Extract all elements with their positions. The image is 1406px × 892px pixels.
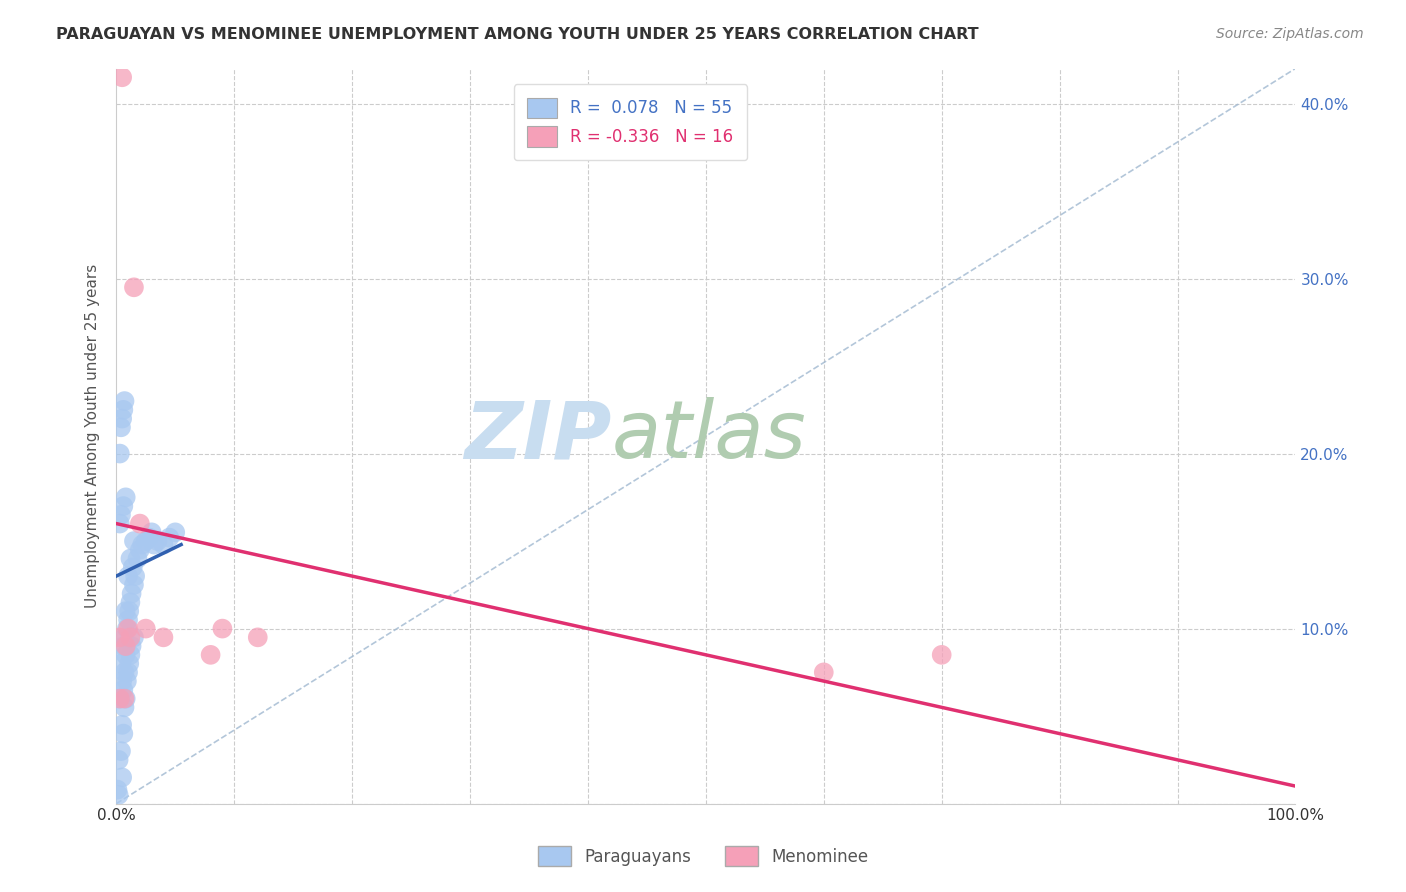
Point <box>120 551 142 566</box>
Point <box>135 534 157 549</box>
Point <box>110 508 132 522</box>
Point <box>112 402 135 417</box>
Point <box>112 726 135 740</box>
Point <box>135 622 157 636</box>
Point <box>200 648 222 662</box>
Point <box>107 753 129 767</box>
Point <box>124 569 146 583</box>
Point <box>120 648 142 662</box>
Point <box>120 595 142 609</box>
Point <box>165 525 187 540</box>
Point <box>117 622 139 636</box>
Point <box>114 394 136 409</box>
Point <box>112 682 135 697</box>
Point <box>813 665 835 680</box>
Point <box>931 648 953 662</box>
Point <box>107 782 129 797</box>
Point <box>122 578 145 592</box>
Point <box>127 551 149 566</box>
Point <box>117 569 139 583</box>
Point <box>157 531 180 545</box>
Legend: R =  0.078   N = 55, R = -0.336   N = 16: R = 0.078 N = 55, R = -0.336 N = 16 <box>513 84 747 160</box>
Legend: Paraguayans, Menominee: Paraguayans, Menominee <box>529 838 877 875</box>
Point <box>112 639 135 653</box>
Point <box>114 691 136 706</box>
Point <box>118 604 141 618</box>
Point <box>115 674 138 689</box>
Point <box>152 538 174 552</box>
Point <box>111 411 134 425</box>
Point <box>108 446 131 460</box>
Point <box>143 538 166 552</box>
Point <box>120 631 142 645</box>
Point <box>128 516 150 531</box>
Point <box>114 631 136 645</box>
Y-axis label: Unemployment Among Youth under 25 years: Unemployment Among Youth under 25 years <box>86 264 100 608</box>
Point <box>118 657 141 671</box>
Point <box>138 531 160 545</box>
Point <box>110 420 132 434</box>
Point <box>114 700 136 714</box>
Point <box>114 491 136 505</box>
Point <box>152 631 174 645</box>
Point <box>141 525 163 540</box>
Point <box>114 691 136 706</box>
Point <box>121 586 143 600</box>
Point <box>108 691 131 706</box>
Point <box>131 538 153 552</box>
Point <box>246 631 269 645</box>
Point <box>117 665 139 680</box>
Text: atlas: atlas <box>612 397 806 475</box>
Point <box>114 648 136 662</box>
Point <box>112 499 135 513</box>
Point <box>108 631 131 645</box>
Point <box>146 534 169 549</box>
Point <box>114 665 136 680</box>
Point <box>117 613 139 627</box>
Point <box>114 639 136 653</box>
Point <box>122 631 145 645</box>
Point <box>108 691 131 706</box>
Point <box>211 622 233 636</box>
Point <box>122 534 145 549</box>
Point <box>107 788 129 802</box>
Text: ZIP: ZIP <box>464 397 612 475</box>
Point <box>111 70 134 85</box>
Point <box>111 770 134 784</box>
Point <box>110 657 132 671</box>
Point <box>108 516 131 531</box>
Text: PARAGUAYAN VS MENOMINEE UNEMPLOYMENT AMONG YOUTH UNDER 25 YEARS CORRELATION CHAR: PARAGUAYAN VS MENOMINEE UNEMPLOYMENT AMO… <box>56 27 979 42</box>
Point <box>111 718 134 732</box>
Point <box>111 674 134 689</box>
Point <box>122 280 145 294</box>
Point <box>128 542 150 557</box>
Point <box>121 560 143 574</box>
Point <box>121 639 143 653</box>
Point <box>114 604 136 618</box>
Text: Source: ZipAtlas.com: Source: ZipAtlas.com <box>1216 27 1364 41</box>
Point <box>110 744 132 758</box>
Point <box>115 622 138 636</box>
